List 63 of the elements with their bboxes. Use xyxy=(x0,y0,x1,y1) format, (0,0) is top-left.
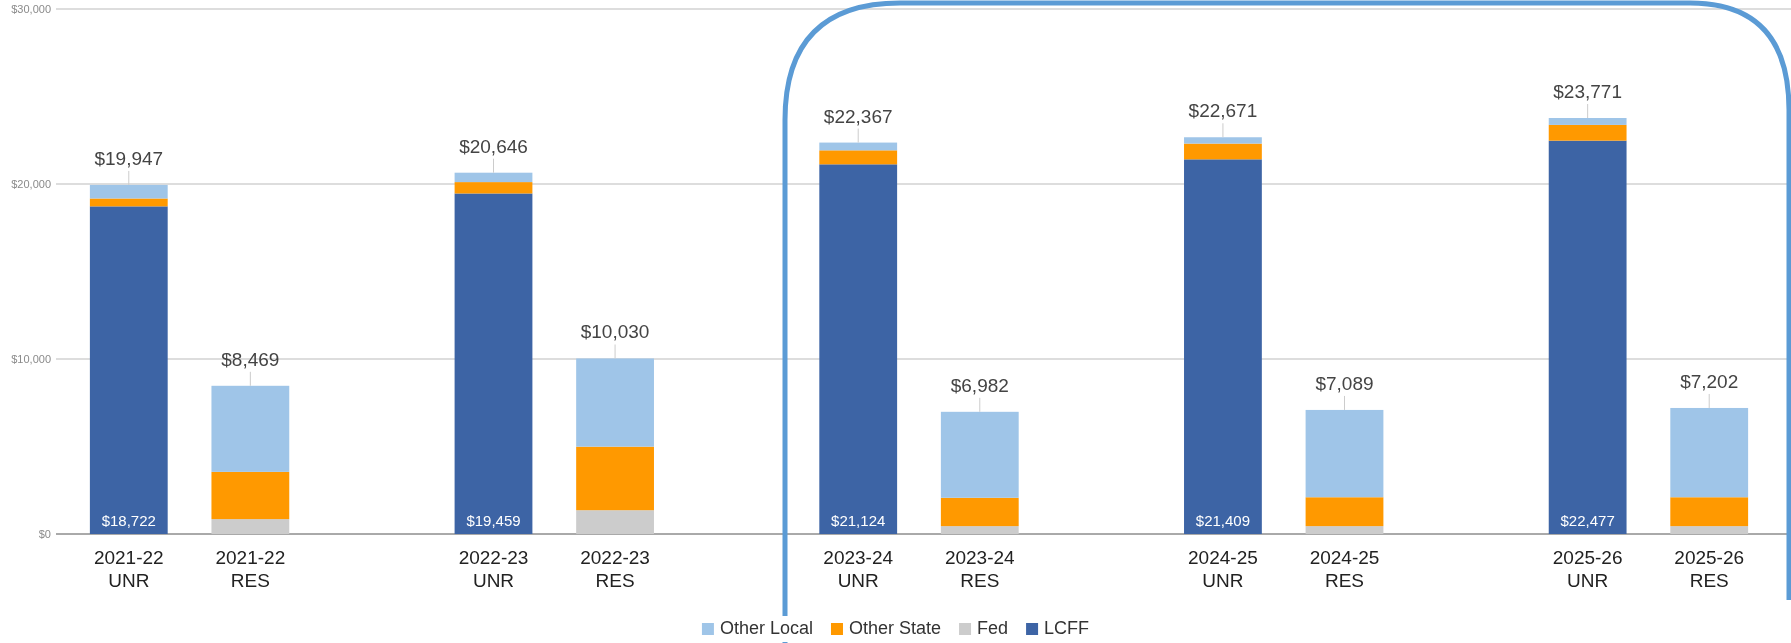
legend-label: Other Local xyxy=(719,618,813,638)
total-label: $19,947 xyxy=(94,147,164,169)
total-label: $8,469 xyxy=(221,348,280,370)
data-label: $19,459 xyxy=(466,512,521,529)
x-tick-label: 2024-25 UNR xyxy=(1188,547,1258,591)
bar xyxy=(1305,497,1384,527)
x-tick-label: 2021-22 RES xyxy=(215,547,286,591)
x-tick-label: 2023-24 RES xyxy=(944,547,1016,591)
legend-label: LCFF xyxy=(1044,618,1090,638)
data-label: $18,722 xyxy=(101,512,156,529)
bar xyxy=(1548,124,1627,141)
bar xyxy=(576,446,654,511)
data-label: $21,124 xyxy=(831,512,886,529)
bar xyxy=(1305,526,1384,534)
bar xyxy=(211,471,290,520)
data-label: $21,409 xyxy=(1195,512,1251,529)
bar xyxy=(89,184,168,199)
y-tick-label: $10,000 xyxy=(11,353,51,366)
bar xyxy=(1184,137,1262,144)
legend-label: Fed xyxy=(977,618,1009,638)
x-tick-label: 2023-24 UNR xyxy=(823,547,894,591)
bar xyxy=(454,172,533,183)
x-tick-label: 2022-23 RES xyxy=(580,547,650,591)
total-label: $7,202 xyxy=(1680,370,1739,392)
bar xyxy=(1548,140,1627,534)
total-label: $22,367 xyxy=(823,105,893,127)
bar xyxy=(940,497,1019,527)
total-label: $23,771 xyxy=(1553,81,1622,103)
y-tick-label: $0 xyxy=(38,528,51,541)
bar xyxy=(1670,526,1749,534)
bar xyxy=(576,358,654,447)
bar xyxy=(454,193,533,534)
bar xyxy=(1670,407,1749,498)
total-label: $20,646 xyxy=(459,135,528,157)
bar xyxy=(819,150,898,165)
x-tick-label: 2021-22 UNR xyxy=(93,547,164,591)
bar xyxy=(819,164,898,534)
bar xyxy=(940,411,1019,498)
bar xyxy=(1670,497,1749,527)
total-label: $7,089 xyxy=(1315,372,1374,394)
bar xyxy=(211,385,290,472)
bar xyxy=(454,182,533,194)
total-label: $10,030 xyxy=(580,321,650,343)
bar xyxy=(1305,409,1384,498)
y-tick-label: $30,000 xyxy=(11,3,51,16)
bar xyxy=(819,142,898,151)
bar xyxy=(1184,143,1262,160)
bar xyxy=(576,510,654,534)
x-tick-label: 2022-23 UNR xyxy=(458,547,529,591)
x-tick-label: 2025-26 UNR xyxy=(1552,547,1623,591)
x-tick-label: 2024-25 RES xyxy=(1309,547,1380,591)
data-label: $22,477 xyxy=(1560,512,1615,529)
y-tick-label: $20,000 xyxy=(11,178,51,191)
bar xyxy=(1184,159,1262,534)
total-label: $22,671 xyxy=(1188,100,1258,122)
x-tick-label: 2025-26 RES xyxy=(1674,547,1745,591)
bar xyxy=(89,198,168,207)
total-label: $6,982 xyxy=(950,374,1009,396)
bar xyxy=(1548,118,1627,125)
legend-label: Other State xyxy=(848,618,942,638)
bar xyxy=(211,519,290,534)
bar xyxy=(940,526,1019,534)
bar xyxy=(89,206,168,534)
